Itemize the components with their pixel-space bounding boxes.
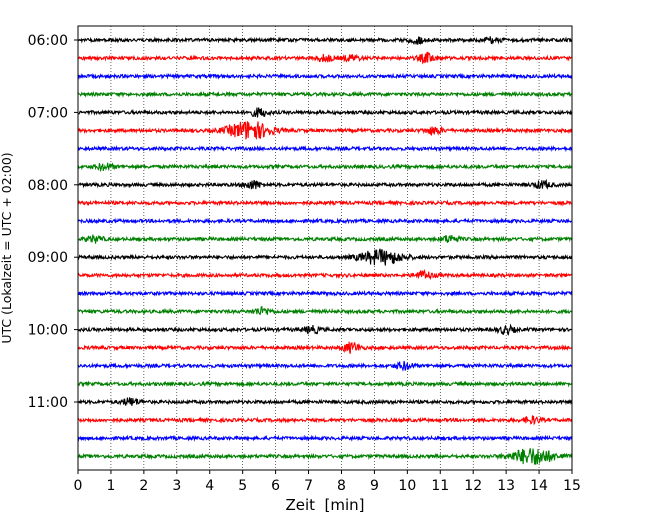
- x-tick-label-0: 0: [74, 478, 83, 494]
- trace-row-0900: [77, 248, 573, 266]
- trace-row-0715: [77, 121, 573, 140]
- trace-row-0630: [77, 72, 573, 80]
- x-tick-label-13: 13: [497, 478, 515, 494]
- seismogram-traces: [77, 36, 573, 465]
- y-axis-ticks: 06:00 07:00 08:00 09:00 10:00 11:00: [28, 33, 78, 411]
- x-tick-label-12: 12: [464, 478, 482, 494]
- trace-row-0700: [78, 107, 573, 118]
- y-tick-label-06:00: 06:00: [28, 33, 68, 49]
- x-tick-label-4: 4: [205, 478, 214, 494]
- trace-row-0815: [77, 199, 573, 207]
- trace-row-1015: [77, 341, 573, 354]
- trace-row-0945: [77, 306, 573, 316]
- trace-row-1145: [77, 448, 573, 465]
- x-axis-label: Zeit [min]: [285, 496, 364, 514]
- y-tick-label-11:00: 11:00: [28, 395, 68, 411]
- trace-row-0915: [77, 268, 573, 281]
- trace-row-0645: [77, 90, 573, 98]
- x-tick-label-2: 2: [139, 478, 148, 494]
- x-tick-label-14: 14: [530, 478, 548, 494]
- trace-row-0830: [77, 217, 573, 225]
- trace-row-0930: [77, 289, 573, 298]
- x-tick-label-5: 5: [238, 478, 247, 494]
- x-tick-label-10: 10: [398, 478, 416, 494]
- trace-row-0745: [77, 162, 573, 173]
- y-tick-label-10:00: 10:00: [28, 323, 68, 339]
- trace-row-1130: [77, 434, 573, 442]
- trace-row-1115: [77, 415, 573, 426]
- x-tick-label-8: 8: [337, 478, 346, 494]
- x-tick-label-7: 7: [304, 478, 313, 494]
- x-axis-ticks: 0 1 2 3 4 5 6 7 8 9 10 11 12 13 14 15: [74, 470, 581, 494]
- x-tick-label-9: 9: [370, 478, 379, 494]
- trace-row-0845: [77, 234, 573, 244]
- trace-row-0600: [77, 36, 573, 46]
- x-tick-label-11: 11: [431, 478, 449, 494]
- x-tick-label-6: 6: [271, 478, 280, 494]
- trace-row-0800: [77, 178, 573, 190]
- y-axis-label: UTC (Lokalzeit = UTC + 02:00): [0, 152, 14, 343]
- trace-row-1100: [77, 397, 573, 406]
- trace-row-0615: [77, 51, 573, 65]
- y-tick-label-07:00: 07:00: [28, 105, 68, 121]
- y-tick-label-08:00: 08:00: [28, 178, 68, 194]
- trace-row-1000: [77, 323, 573, 336]
- x-tick-label-15: 15: [563, 478, 581, 494]
- trace-row-1045: [77, 380, 573, 388]
- trace-row-1030: [77, 360, 573, 372]
- trace-row-0730: [77, 144, 573, 153]
- plot-frame: [77, 25, 573, 471]
- y-tick-label-09:00: 09:00: [28, 250, 68, 266]
- vertical-gridlines: [110, 26, 540, 470]
- x-tick-label-1: 1: [106, 478, 115, 494]
- x-tick-label-3: 3: [172, 478, 181, 494]
